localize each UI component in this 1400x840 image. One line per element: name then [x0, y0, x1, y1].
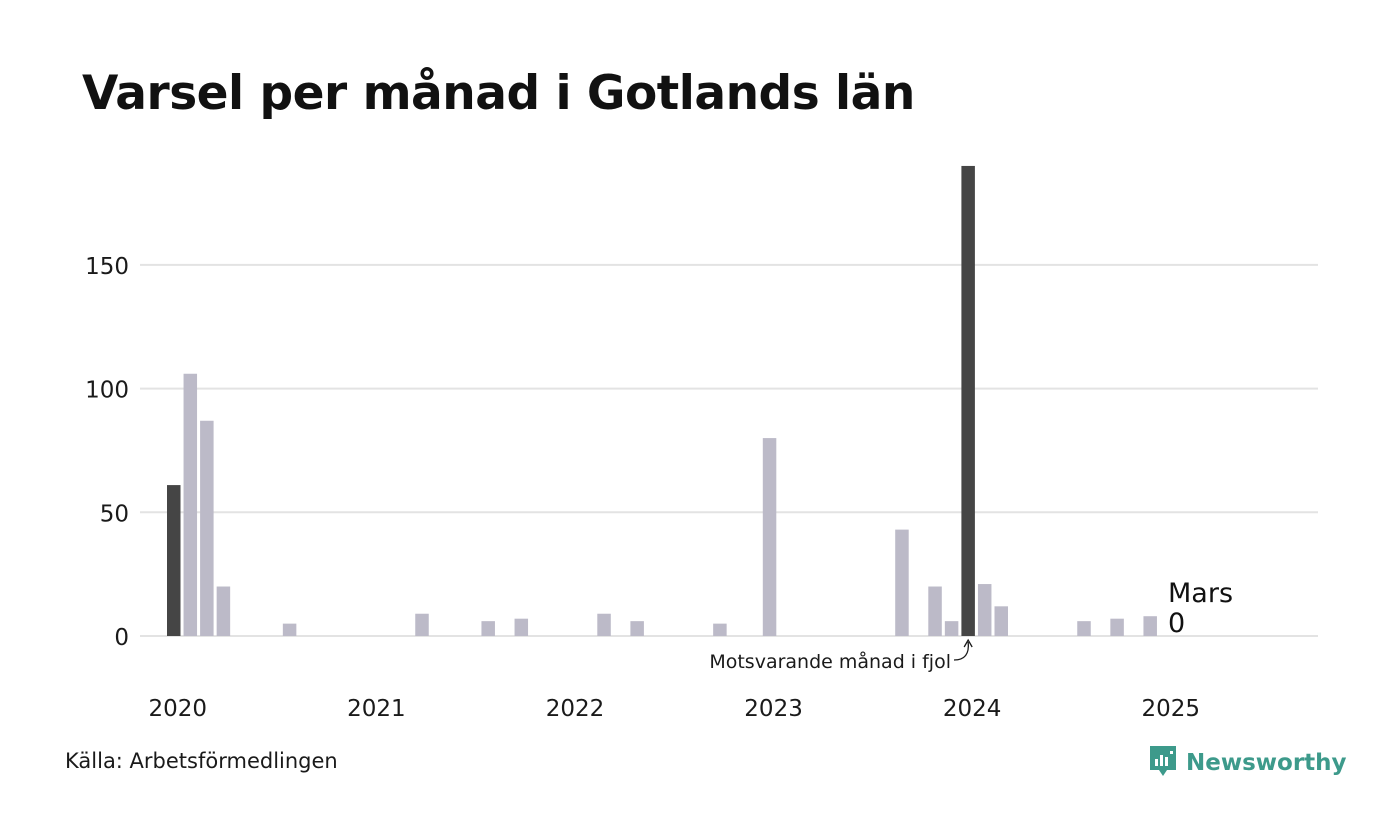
x-tick-label: 2020 [149, 696, 208, 722]
current-month-value: 0 [1168, 608, 1185, 639]
x-tick-label: 2025 [1142, 696, 1201, 722]
chart-title: Varsel per månad i Gotlands län [82, 66, 915, 121]
brand-logo[interactable]: Newsworthy [1148, 744, 1347, 782]
bar-2024-01 [928, 586, 942, 636]
bar-2021-06 [415, 613, 429, 636]
bar-2020-06 [216, 586, 231, 636]
bar-2020-04 [183, 373, 198, 636]
source-label: Källa: Arbetsförmedlingen [65, 749, 338, 773]
x-tick-label: 2022 [546, 696, 605, 722]
bar-2024-04 [977, 584, 992, 636]
y-tick-label: 50 [100, 501, 129, 527]
annotation-arrowhead [963, 638, 973, 648]
y-tick-label: 100 [85, 378, 129, 404]
bar-2021-12 [514, 618, 529, 636]
annotation-arrow [953, 641, 970, 661]
bar-2025-02 [1143, 616, 1157, 636]
bar-2024-02 [944, 621, 959, 636]
bar-2023-11 [895, 529, 909, 636]
annotation-label: Motsvarande månad i fjol [709, 650, 951, 673]
bar-2022-05 [597, 613, 611, 636]
bar-2021-10 [481, 621, 495, 636]
current-month-label: Mars [1168, 578, 1233, 609]
brand-name: Newsworthy [1186, 750, 1347, 776]
y-tick-label: 150 [85, 254, 129, 280]
bar-2020-10 [282, 623, 297, 636]
x-tick-label: 2023 [744, 696, 803, 722]
newsworthy-logo-icon [1148, 744, 1178, 782]
y-tick-label: 0 [114, 625, 129, 651]
bar-2024-05 [994, 606, 1008, 636]
bar-2024-12 [1110, 618, 1124, 636]
bar-2022-07 [630, 621, 644, 636]
x-tick-label: 2021 [347, 696, 406, 722]
bar-2022-12 [713, 623, 727, 636]
bar-2024-03 [961, 165, 975, 636]
bar-2020-05 [200, 420, 214, 636]
bar-2023-03 [762, 438, 777, 636]
bar-2024-10 [1077, 621, 1091, 636]
bar-2020-03 [167, 485, 181, 636]
x-tick-label: 2024 [943, 696, 1002, 722]
